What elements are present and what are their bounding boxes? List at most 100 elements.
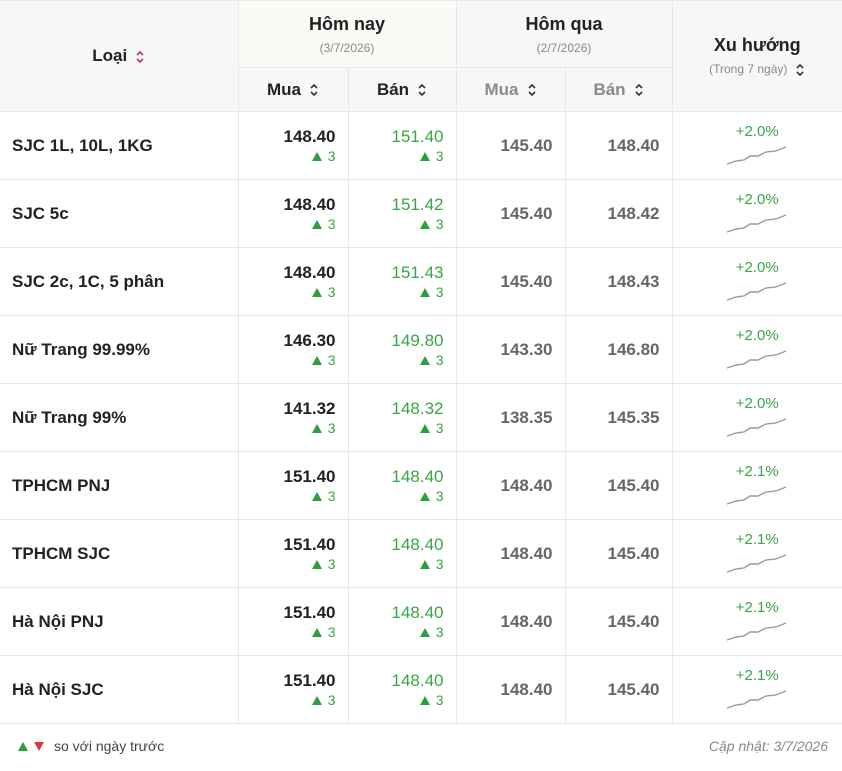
up-icon xyxy=(419,491,430,501)
buy-change: 3 xyxy=(239,419,336,437)
sell-change: 3 xyxy=(349,215,444,233)
sort-icon[interactable] xyxy=(795,63,805,77)
trend: +2.0% xyxy=(671,315,842,384)
price-table: Loại Hôm nay (3/7/2026) Hôm qua (2/7/2026)… xyxy=(0,0,842,724)
buy-change: 3 xyxy=(239,555,336,573)
change-value: 3 xyxy=(435,623,444,640)
sort-icon[interactable] xyxy=(309,83,319,97)
trend-note: (Trong 7 ngày) xyxy=(709,62,788,77)
sparkline-path xyxy=(727,486,787,505)
yesterday-sell: 148.40 xyxy=(564,111,673,180)
sparkline-path xyxy=(727,282,787,301)
buy-value: 151.40 xyxy=(283,670,336,690)
trend: +2.1% xyxy=(671,519,842,588)
trend-percent: +2.1% xyxy=(735,599,779,616)
today-sell: 148.40 3 xyxy=(347,655,457,724)
type-name: TPHCM PNJ xyxy=(0,451,239,520)
today-buy: 151.40 3 xyxy=(237,451,349,520)
price-row: TPHCM PNJ 151.40 3 148.40 3 148.40 145.40 +2.1% xyxy=(0,451,842,520)
sparkline xyxy=(727,146,787,165)
buy-value: 148.40 xyxy=(283,262,336,282)
up-icon xyxy=(311,559,322,569)
sell-change: 3 xyxy=(349,147,444,165)
sparkline-path xyxy=(727,214,787,233)
sparkline-path xyxy=(727,146,787,165)
sparkline xyxy=(727,554,787,573)
change-value: 3 xyxy=(435,419,444,436)
yesterday-buy: 148.40 xyxy=(455,519,566,588)
subheader-row: Mua Bán Mua Bán xyxy=(0,67,842,112)
price-row: SJC 2c, 1C, 5 phân 148.40 3 151.43 3 145.40 14… xyxy=(0,247,842,316)
sort-icon[interactable] xyxy=(634,83,644,97)
yesterday-buy: 145.40 xyxy=(455,111,566,180)
sell-value: 148.40 xyxy=(391,670,444,690)
change-value: 3 xyxy=(327,555,336,572)
yesterday-sell-header[interactable]: Bán xyxy=(564,67,673,112)
up-icon xyxy=(419,559,430,569)
sparkline-path xyxy=(727,622,787,641)
change-value: 3 xyxy=(435,351,444,368)
type-header[interactable]: Loại xyxy=(0,0,239,112)
buy-change: 3 xyxy=(239,691,336,709)
column-label: Mua xyxy=(267,79,301,99)
up-icon xyxy=(311,355,322,365)
buy-change: 3 xyxy=(239,283,336,301)
up-icon xyxy=(311,423,322,433)
sparkline xyxy=(727,622,787,641)
sell-change: 3 xyxy=(349,691,444,709)
yesterday-buy-header[interactable]: Mua xyxy=(455,67,566,112)
sell-change: 3 xyxy=(349,623,444,641)
sell-value: 149.80 xyxy=(391,330,444,350)
yesterday-sell: 145.40 xyxy=(564,451,673,520)
today-sell: 151.43 3 xyxy=(347,247,457,316)
price-row: TPHCM SJC 151.40 3 148.40 3 148.40 145.40 +2.1% xyxy=(0,519,842,588)
sparkline-path xyxy=(727,554,787,573)
sparkline xyxy=(727,486,787,505)
up-icon xyxy=(419,219,430,229)
up-icon xyxy=(311,491,322,501)
yesterday-buy: 138.35 xyxy=(455,383,566,452)
type-name: SJC 5c xyxy=(0,179,239,248)
sell-value: 151.42 xyxy=(391,194,444,214)
sell-value: 148.40 xyxy=(391,534,444,554)
change-value: 3 xyxy=(327,351,336,368)
sparkline-path xyxy=(727,350,787,369)
up-icon xyxy=(311,627,322,637)
up-icon xyxy=(419,627,430,637)
trend: +2.1% xyxy=(671,451,842,520)
sparkline xyxy=(727,350,787,369)
today-buy-header[interactable]: Mua xyxy=(238,67,349,112)
trend-header[interactable]: Xu hướng (Trong 7 ngày) xyxy=(671,0,842,112)
sort-icon[interactable] xyxy=(527,83,537,97)
up-icon xyxy=(419,287,430,297)
change-value: 3 xyxy=(327,487,336,504)
change-value: 3 xyxy=(435,215,444,232)
yesterday-label: Hôm qua xyxy=(525,13,603,34)
yesterday-buy: 148.40 xyxy=(455,451,566,520)
price-row: Hà Nội PNJ 151.40 3 148.40 3 148.40 145.40 +2.1… xyxy=(0,587,842,656)
sell-value: 148.32 xyxy=(391,398,444,418)
type-name: TPHCM SJC xyxy=(0,519,239,588)
sell-change: 3 xyxy=(349,487,444,505)
sparkline xyxy=(727,690,787,709)
updated: Cập nhật: 3/7/2026 xyxy=(708,738,828,754)
sparkline xyxy=(727,214,787,233)
sort-icon[interactable] xyxy=(417,83,427,97)
sparkline xyxy=(727,282,787,301)
today-buy: 148.40 3 xyxy=(237,111,349,180)
change-value: 3 xyxy=(327,691,336,708)
buy-value: 151.40 xyxy=(283,534,336,554)
type-name: Hà Nội SJC xyxy=(0,655,239,724)
type-name: Nữ Trang 99% xyxy=(0,383,239,452)
trend-percent: +2.0% xyxy=(735,395,779,412)
change-value: 3 xyxy=(435,691,444,708)
header-row: Loại Hôm nay (3/7/2026) Hôm qua (2/7/2026)… xyxy=(0,0,842,112)
sparkline xyxy=(727,418,787,437)
sell-change: 3 xyxy=(349,351,444,369)
today-sell-header[interactable]: Bán xyxy=(347,67,457,112)
today-buy: 141.32 3 xyxy=(237,383,349,452)
today-sell: 149.80 3 xyxy=(347,315,457,384)
trend-percent: +2.0% xyxy=(735,327,779,344)
sort-icon[interactable] xyxy=(135,50,145,64)
